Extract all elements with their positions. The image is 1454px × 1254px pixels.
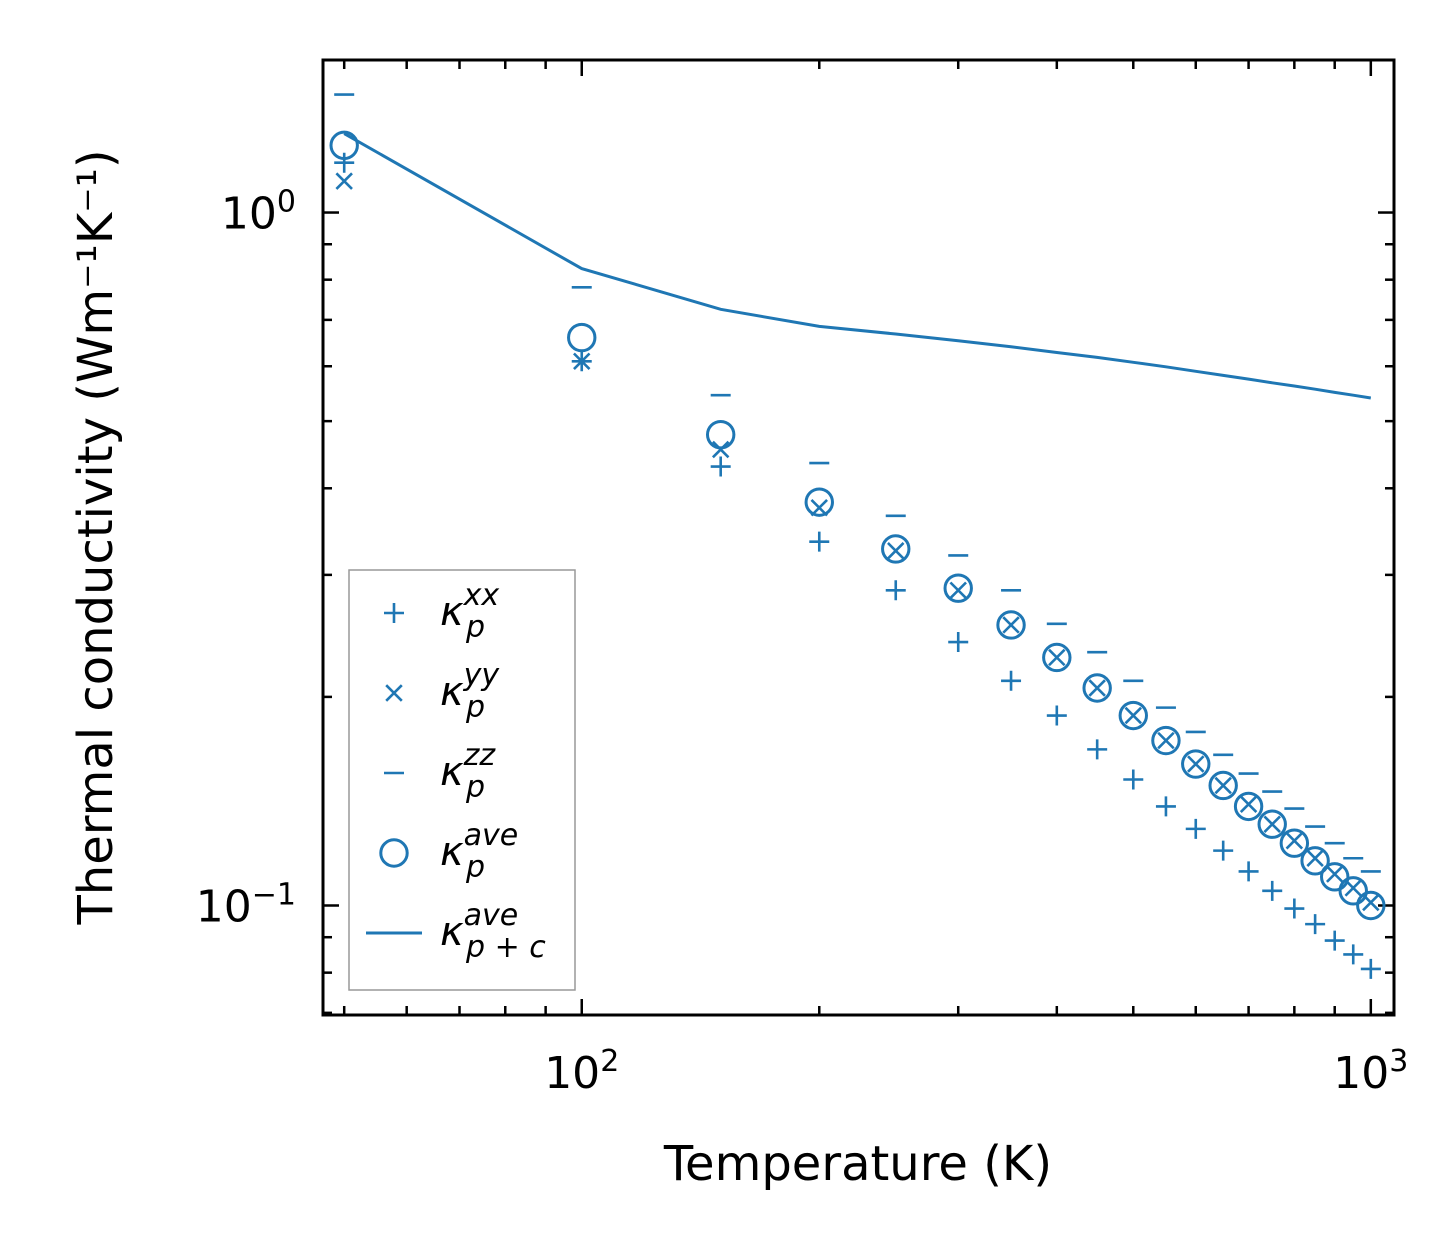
point-ave [804,487,834,517]
point-xx [1046,705,1067,726]
point-ave [1300,846,1330,876]
legend-label-ave: κave p [440,818,518,885]
point-yy [887,542,905,560]
point-xx [334,152,355,173]
point-yy [335,172,353,190]
point-ave [1257,809,1287,839]
point-xx [1087,739,1108,760]
point-ave [567,322,597,353]
legend-label-zz: κzz p [440,738,496,805]
point-xx [710,456,731,477]
point-ave [1208,770,1238,801]
point-yy [1325,865,1344,883]
point-xx [1001,670,1022,691]
point-ave [943,573,973,603]
point-xx [1123,769,1144,790]
point-ave [1151,725,1181,756]
point-ave [1082,673,1112,703]
point-yy [1285,832,1304,850]
point-ave [1042,642,1072,673]
point-ave [1356,890,1386,921]
point-ave [1338,876,1368,906]
legend-swatch-yy [385,684,403,702]
tick-labels: 102 103 100 10−1 [196,185,1409,1099]
point-xx [1155,796,1176,817]
point-xx [1238,861,1259,882]
x-axis-label: Temperature (K) [663,1136,1052,1192]
point-xx [809,531,830,552]
data-marks [329,93,1386,979]
point-ave [1118,700,1148,731]
point-yy [1002,616,1020,634]
point-yy [1157,731,1175,750]
point-yy [573,352,591,371]
legend-label-xx: κxx p [440,578,499,645]
y-tick-label: 10−1 [196,878,296,933]
point-xx [1343,944,1364,965]
point-xx [1324,930,1345,951]
series-line-ave-p-c [343,132,1372,400]
point-xx [885,580,906,601]
legend-label-yy: κyy p [440,658,500,725]
x-tick-label: 103 [1333,1044,1408,1099]
legend-label-ave-p-c: κave p + c [440,898,546,965]
point-yy [711,440,730,459]
point-ave [1181,749,1211,779]
legend-swatch-xx [384,603,404,623]
point-ave [705,419,736,450]
point-xx [1262,880,1283,901]
point-yy [1263,815,1281,833]
point-yy [1214,776,1232,795]
legend: κxx p κyy p κzz p κave p κave p + c [348,569,576,991]
point-yy [1124,706,1142,725]
point-ave [1233,791,1264,822]
point-xx [1284,898,1305,919]
plot-frame [321,58,1396,1017]
point-yy [1239,795,1258,813]
point-yy [1306,849,1324,867]
point-yy [949,581,967,600]
point-yy [1088,679,1106,697]
point-xx [1305,914,1326,935]
point-xx [948,632,969,653]
y-axis-label: Thermal conductivity (Wm⁻¹K⁻¹) [68,149,124,925]
x-tick-label: 102 [544,1044,619,1099]
point-ave [1320,862,1350,892]
point-ave [329,130,359,161]
y-tick-label: 100 [221,185,296,240]
point-yy [1187,755,1205,773]
legend-swatch-ave [379,838,409,868]
point-xx [1185,818,1206,839]
point-yy [1048,648,1066,667]
point-ave [996,610,1026,640]
point-xx [1360,958,1381,979]
point-ave [881,534,911,564]
point-xx [1213,840,1234,861]
point-ave [1279,828,1310,858]
legend-box [348,569,576,991]
